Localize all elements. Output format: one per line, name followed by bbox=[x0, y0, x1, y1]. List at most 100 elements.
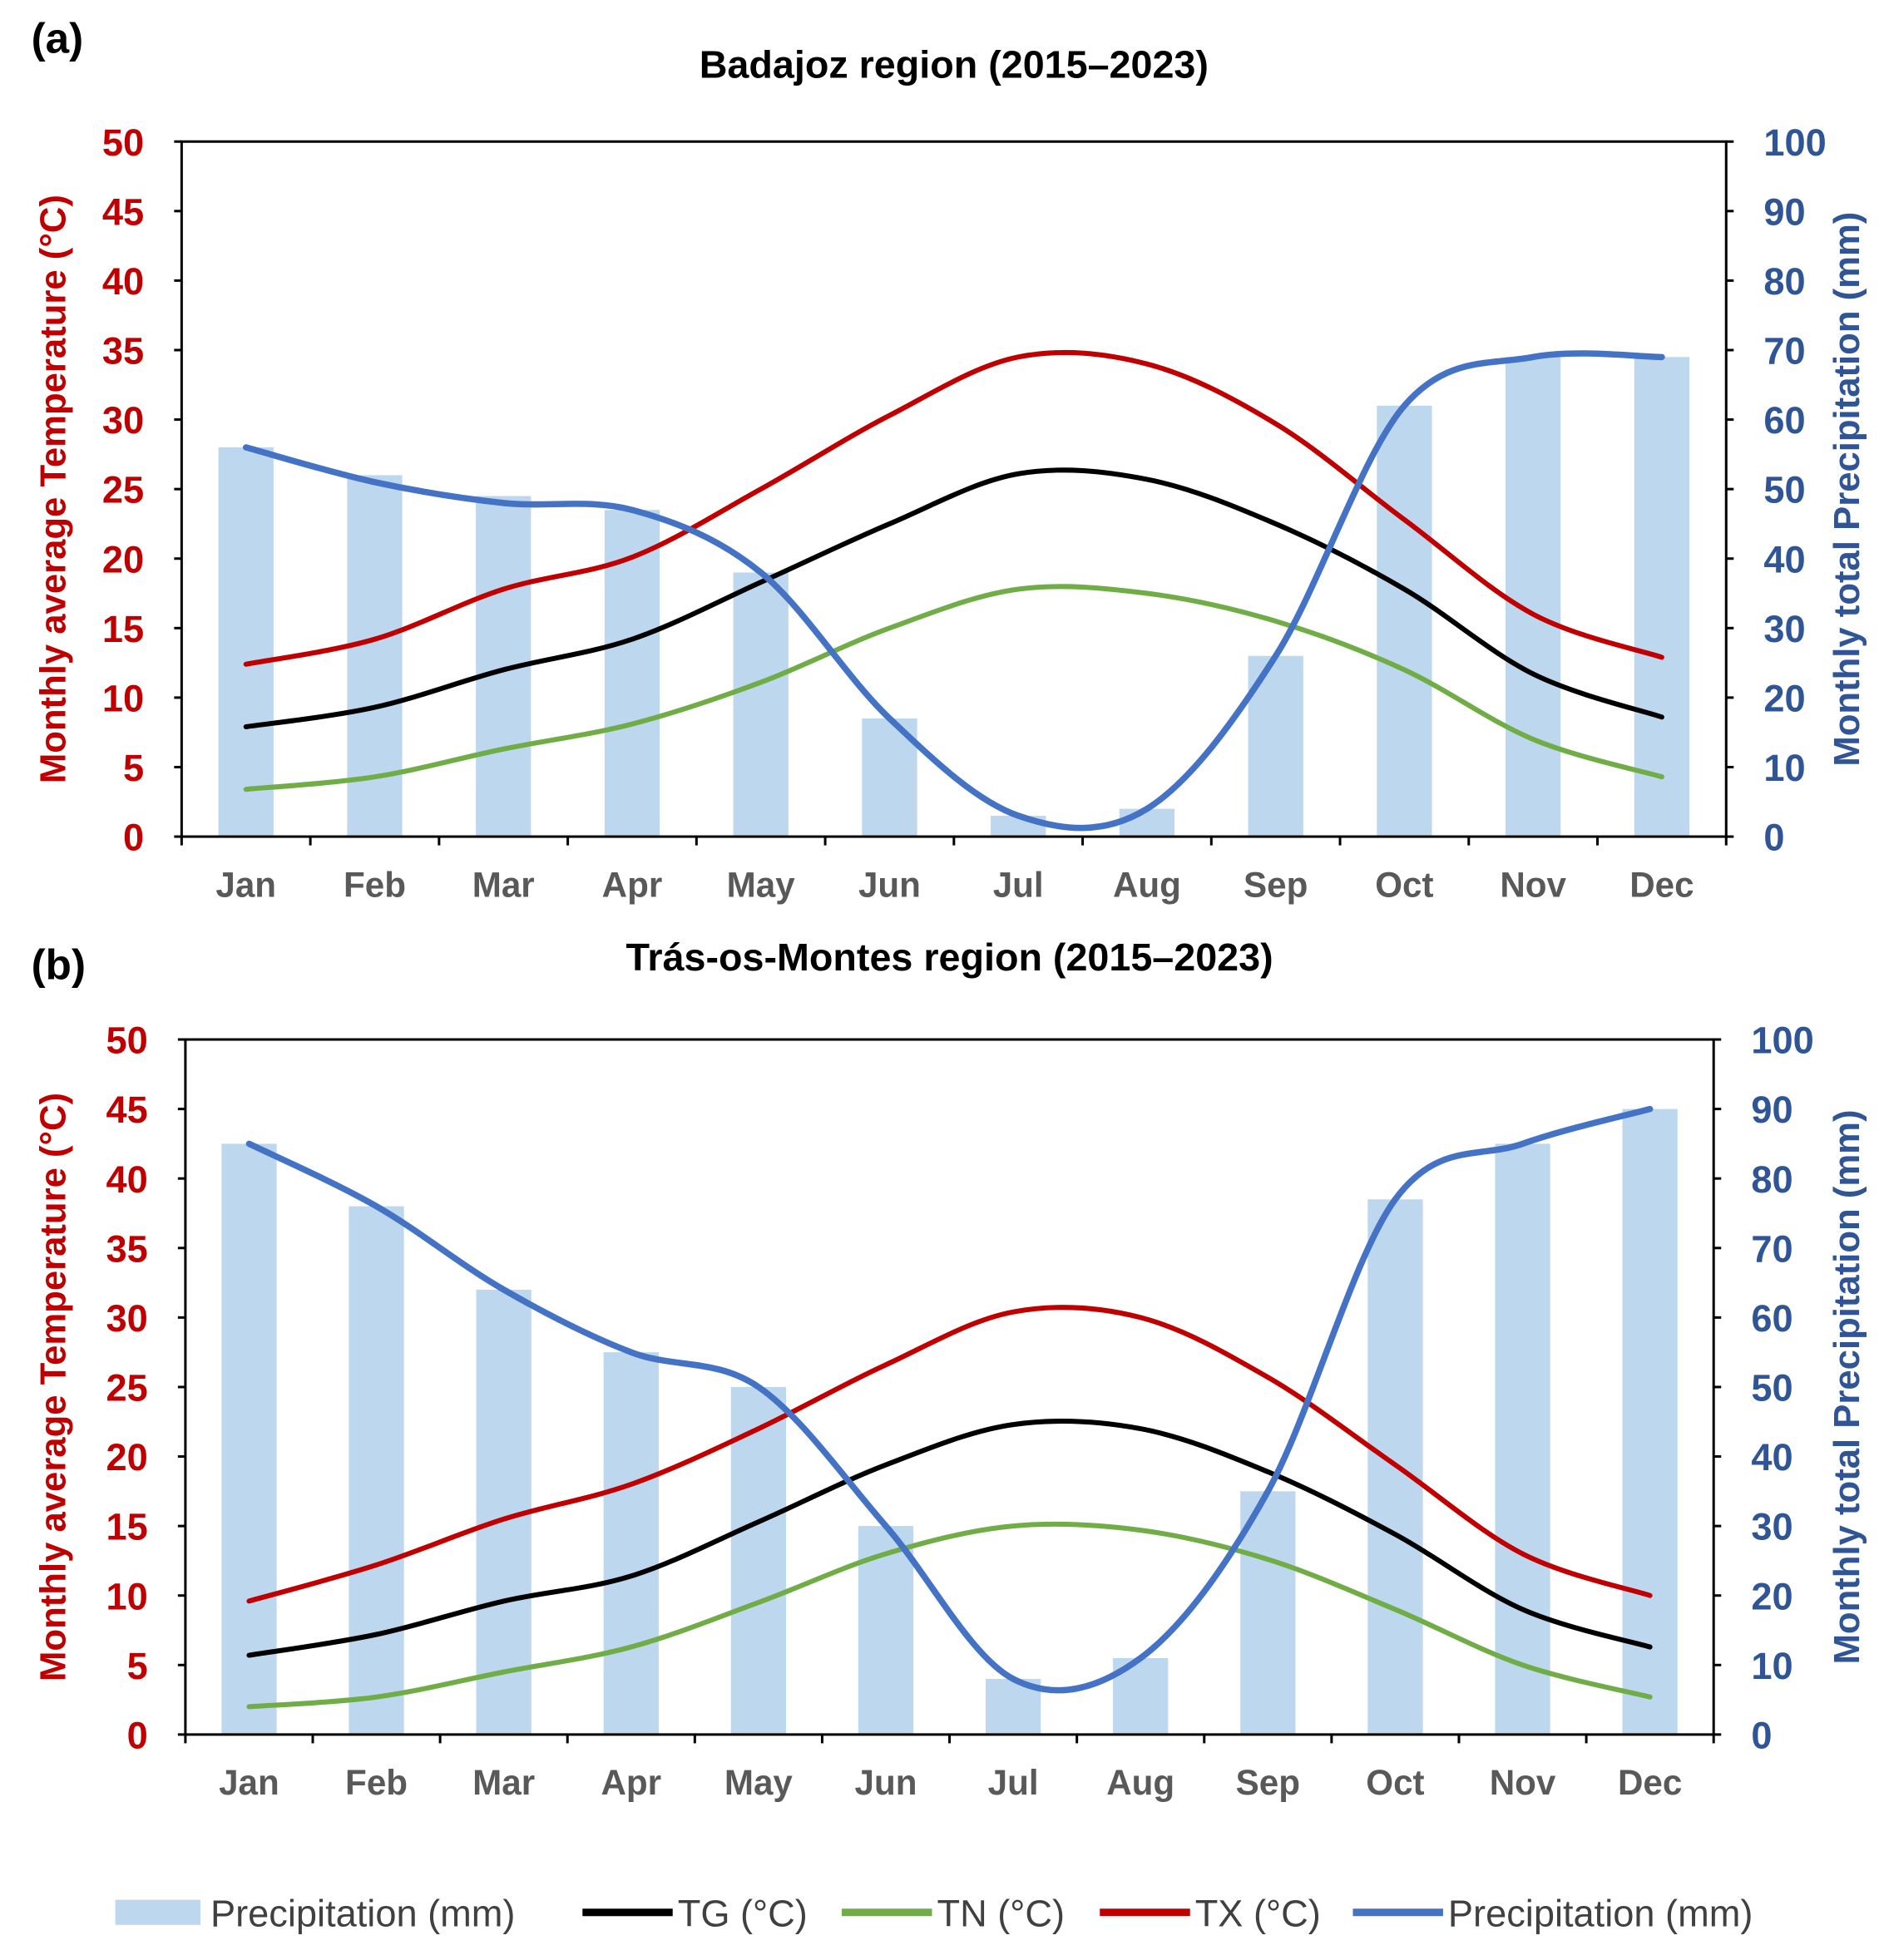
y-tick-label: 50 bbox=[106, 1019, 147, 1062]
precipitation-bar bbox=[1506, 357, 1561, 837]
x-tick-label: Feb bbox=[344, 865, 406, 904]
precipitation-bar bbox=[858, 1526, 914, 1735]
tx-line bbox=[243, 349, 1664, 667]
chart-panel-0: (a) Badajoz region (2015–2023) 0 5 10 15 20 25 3… bbox=[32, 14, 1867, 904]
y-tick-label: 5 bbox=[127, 1645, 148, 1687]
y2-tick-label: 60 bbox=[1751, 1297, 1792, 1340]
x-tick-label: Apr bbox=[601, 1763, 661, 1802]
y2-tick-label: 80 bbox=[1751, 1158, 1792, 1201]
x-tick-label: Aug bbox=[1106, 1763, 1174, 1802]
y-tick-label: 35 bbox=[106, 1227, 147, 1270]
chart-title: Badajoz region (2015–2023) bbox=[700, 42, 1209, 86]
y-tick-label: 20 bbox=[106, 1436, 147, 1479]
precipitation-bar bbox=[1377, 405, 1432, 837]
x-tick-label: Apr bbox=[602, 865, 663, 904]
y-tick-label: 30 bbox=[106, 1297, 147, 1340]
plot-frame bbox=[184, 1038, 1715, 1736]
precipitation-line bbox=[245, 1105, 1654, 1694]
y2-tick-label: 20 bbox=[1751, 1575, 1792, 1617]
y-tick-label: 0 bbox=[123, 817, 144, 859]
precipitation-bar bbox=[221, 1143, 277, 1735]
precipitation-bar bbox=[1622, 1108, 1678, 1735]
precipitation-line bbox=[242, 350, 1665, 832]
legend-label: TX (°C) bbox=[1195, 1892, 1321, 1934]
y2-tick-label: 70 bbox=[1751, 1227, 1792, 1270]
y-tick-label: 30 bbox=[102, 399, 144, 442]
legend: Precipitation (mm) TG (°C) TN (°C) TX (°C) P… bbox=[115, 1892, 1753, 1934]
x-tick-label: Mar bbox=[472, 865, 535, 904]
x-tick-label: Jun bbox=[855, 1763, 917, 1802]
y-axis-label: Monthly average Temperature (°C) bbox=[32, 195, 73, 783]
y2-tick-label: 20 bbox=[1763, 677, 1805, 719]
x-tick-label: May bbox=[724, 1763, 794, 1802]
y2-tick-label: 90 bbox=[1763, 190, 1805, 233]
y-tick-label: 40 bbox=[106, 1158, 147, 1201]
x-tick-label: Dec bbox=[1618, 1763, 1682, 1802]
precipitation-bar bbox=[349, 1206, 404, 1735]
y2-tick-label: 50 bbox=[1751, 1367, 1792, 1410]
y2-tick-label: 0 bbox=[1763, 817, 1784, 859]
y2-tick-label: 0 bbox=[1751, 1714, 1772, 1756]
y-tick-label: 10 bbox=[106, 1575, 147, 1617]
chart-panel-1: (b) Trás-os-Montes region (2015–2023) 0 5 10… bbox=[32, 936, 1867, 1802]
precipitation-bar bbox=[1119, 808, 1175, 837]
x-tick-label: Mar bbox=[472, 1763, 535, 1802]
y2-tick-label: 10 bbox=[1751, 1645, 1792, 1687]
y2-tick-label: 30 bbox=[1751, 1506, 1792, 1548]
x-tick-label: Nov bbox=[1500, 865, 1566, 904]
x-tick-label: Jul bbox=[993, 865, 1044, 904]
x-tick-label: Sep bbox=[1236, 1763, 1300, 1802]
y-tick-label: 50 bbox=[102, 121, 144, 164]
x-tick-label: Jun bbox=[858, 865, 921, 904]
y-tick-label: 25 bbox=[106, 1367, 147, 1410]
y-tick-label: 15 bbox=[106, 1506, 147, 1548]
y2-axis-label: Monthly total Precipitation (mm) bbox=[1827, 1109, 1867, 1664]
x-tick-label: Jan bbox=[215, 865, 276, 904]
tg-line bbox=[246, 1418, 1653, 1658]
precipitation-bar bbox=[1240, 1491, 1296, 1735]
legend-label: Precipitation (mm) bbox=[210, 1892, 515, 1934]
legend-label: Precipitation (mm) bbox=[1448, 1892, 1753, 1934]
y2-tick-label: 90 bbox=[1751, 1089, 1792, 1131]
y-tick-label: 35 bbox=[102, 330, 144, 373]
y-tick-label: 15 bbox=[102, 608, 144, 650]
x-tick-label: Jan bbox=[219, 1763, 279, 1802]
precipitation-bar bbox=[603, 1352, 659, 1735]
x-tick-label: Jul bbox=[988, 1763, 1039, 1802]
precipitation-bar bbox=[733, 572, 789, 837]
y2-tick-label: 30 bbox=[1763, 608, 1805, 650]
panel-label: (b) bbox=[32, 941, 86, 989]
x-tick-label: Oct bbox=[1375, 865, 1433, 904]
y-tick-label: 45 bbox=[106, 1089, 147, 1131]
x-tick-label: Dec bbox=[1629, 865, 1694, 904]
y2-tick-label: 80 bbox=[1763, 260, 1805, 303]
legend-label: TN (°C) bbox=[937, 1892, 1065, 1934]
y-tick-label: 45 bbox=[102, 190, 144, 233]
precipitation-bar bbox=[1634, 357, 1690, 837]
tn-line bbox=[243, 584, 1664, 792]
y2-tick-label: 10 bbox=[1763, 747, 1805, 789]
precipitation-bar bbox=[1495, 1143, 1550, 1735]
precipitation-bar bbox=[218, 447, 274, 837]
panel-label: (a) bbox=[32, 14, 84, 62]
y-axis-label: Monthly average Temperature (°C) bbox=[32, 1093, 73, 1681]
x-tick-label: Aug bbox=[1113, 865, 1181, 904]
legend-label: TG (°C) bbox=[678, 1892, 808, 1934]
legend-swatch-bar bbox=[115, 1899, 200, 1925]
tg-line bbox=[243, 467, 1664, 730]
y-tick-label: 25 bbox=[102, 469, 144, 511]
y2-tick-label: 40 bbox=[1751, 1436, 1792, 1479]
y2-axis-label: Monthly total Precipitation (mm) bbox=[1827, 212, 1867, 767]
tn-line bbox=[246, 1521, 1653, 1710]
tx-line bbox=[246, 1305, 1653, 1604]
x-tick-label: Nov bbox=[1490, 1763, 1556, 1802]
y2-tick-label: 50 bbox=[1763, 469, 1805, 511]
y2-tick-label: 100 bbox=[1751, 1019, 1813, 1062]
y-tick-label: 40 bbox=[102, 260, 144, 303]
x-tick-label: Sep bbox=[1244, 865, 1308, 904]
y2-tick-label: 100 bbox=[1763, 121, 1826, 164]
y-tick-label: 10 bbox=[102, 677, 144, 719]
chart-title: Trás-os-Montes region (2015–2023) bbox=[626, 936, 1273, 979]
x-tick-label: May bbox=[727, 865, 796, 904]
